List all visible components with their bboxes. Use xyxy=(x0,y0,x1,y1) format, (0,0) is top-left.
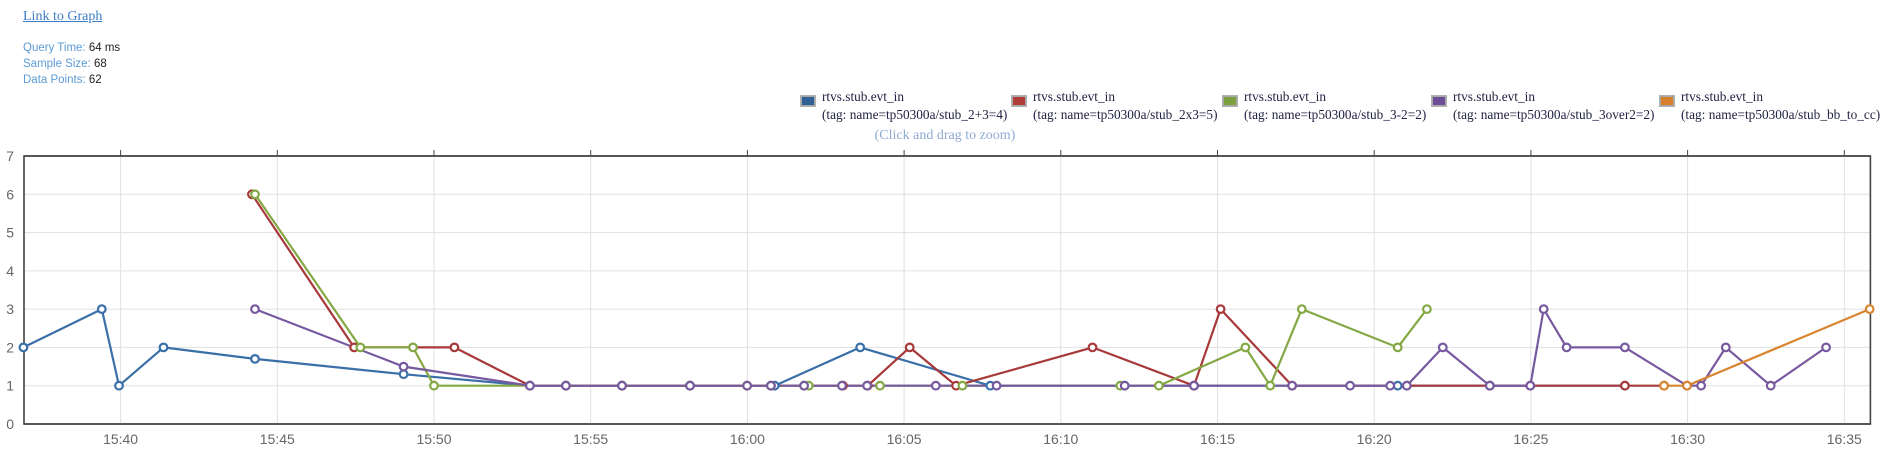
svg-text:3: 3 xyxy=(6,301,14,317)
svg-text:16:10: 16:10 xyxy=(1043,431,1078,447)
svg-text:7: 7 xyxy=(6,148,14,164)
svg-text:16:20: 16:20 xyxy=(1357,431,1392,447)
svg-text:2: 2 xyxy=(6,339,14,355)
svg-text:5: 5 xyxy=(6,225,14,241)
svg-text:16:25: 16:25 xyxy=(1513,431,1548,447)
svg-text:15:50: 15:50 xyxy=(416,431,451,447)
svg-text:16:15: 16:15 xyxy=(1200,431,1235,447)
svg-text:16:00: 16:00 xyxy=(730,431,765,447)
svg-text:15:45: 15:45 xyxy=(260,431,295,447)
svg-text:1: 1 xyxy=(6,378,14,394)
svg-text:0: 0 xyxy=(6,416,14,432)
svg-text:16:05: 16:05 xyxy=(887,431,922,447)
svg-text:16:35: 16:35 xyxy=(1827,431,1862,447)
svg-text:15:40: 15:40 xyxy=(103,431,138,447)
svg-text:6: 6 xyxy=(6,186,14,202)
svg-text:16:30: 16:30 xyxy=(1670,431,1705,447)
svg-text:15:55: 15:55 xyxy=(573,431,608,447)
svg-text:4: 4 xyxy=(6,263,14,279)
